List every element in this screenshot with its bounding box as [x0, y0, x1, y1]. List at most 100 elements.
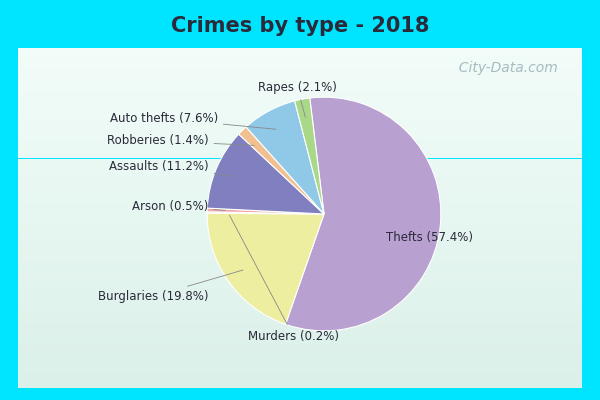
Bar: [18, 126, 582, 128]
Bar: [18, 101, 582, 102]
Bar: [18, 340, 582, 342]
Bar: [18, 135, 582, 136]
Bar: [18, 214, 582, 216]
Bar: [18, 371, 582, 373]
Bar: [18, 294, 582, 296]
Bar: [18, 264, 582, 266]
Bar: [18, 358, 582, 359]
Bar: [18, 373, 582, 374]
Bar: [18, 77, 582, 78]
Bar: [18, 82, 582, 84]
Bar: [18, 344, 582, 346]
Bar: [18, 53, 582, 55]
Text: Arson (0.5%): Arson (0.5%): [132, 200, 226, 212]
Bar: [18, 279, 582, 281]
Wedge shape: [295, 98, 324, 214]
Bar: [18, 291, 582, 293]
Bar: [18, 342, 582, 344]
Bar: [18, 121, 582, 123]
Bar: [18, 154, 582, 155]
Bar: [18, 182, 582, 184]
Bar: [18, 86, 582, 87]
Bar: [18, 123, 582, 124]
Bar: [18, 60, 582, 62]
Bar: [18, 63, 582, 65]
Bar: [18, 147, 582, 148]
Bar: [18, 290, 582, 291]
Bar: [18, 364, 582, 366]
Bar: [18, 72, 582, 74]
Bar: [18, 320, 582, 322]
Wedge shape: [239, 127, 324, 214]
Bar: [18, 226, 582, 228]
Bar: [18, 65, 582, 67]
Bar: [18, 206, 582, 208]
Bar: [18, 108, 582, 109]
Bar: [18, 349, 582, 350]
Bar: [18, 352, 582, 354]
Bar: [18, 228, 582, 230]
Bar: [18, 58, 582, 60]
Bar: [18, 271, 582, 272]
Wedge shape: [207, 212, 324, 214]
Bar: [18, 296, 582, 298]
Bar: [18, 194, 582, 196]
Text: Crimes by type - 2018: Crimes by type - 2018: [171, 16, 429, 36]
Bar: [18, 350, 582, 352]
Bar: [18, 368, 582, 369]
Bar: [18, 286, 582, 288]
Bar: [18, 172, 582, 174]
Bar: [18, 282, 582, 284]
Bar: [18, 339, 582, 340]
Bar: [18, 315, 582, 317]
Bar: [18, 308, 582, 310]
Bar: [18, 128, 582, 130]
Bar: [18, 192, 582, 194]
Bar: [18, 136, 582, 138]
Bar: [18, 99, 582, 101]
Bar: [18, 269, 582, 271]
Bar: [18, 96, 582, 97]
Bar: [18, 189, 582, 191]
Bar: [18, 74, 582, 75]
Bar: [18, 323, 582, 325]
Bar: [18, 380, 582, 381]
Bar: [18, 325, 582, 327]
Bar: [18, 362, 582, 364]
Bar: [18, 374, 582, 376]
Bar: [18, 220, 582, 222]
Bar: [18, 332, 582, 334]
Bar: [18, 50, 582, 51]
Bar: [18, 298, 582, 300]
Bar: [18, 300, 582, 301]
Bar: [18, 230, 582, 232]
Bar: [18, 143, 582, 145]
Bar: [18, 303, 582, 305]
Bar: [18, 250, 582, 252]
Bar: [18, 68, 582, 70]
Bar: [18, 184, 582, 186]
Bar: [18, 242, 582, 244]
Bar: [18, 196, 582, 198]
Bar: [18, 254, 582, 256]
Bar: [18, 240, 582, 242]
Bar: [18, 165, 582, 167]
Wedge shape: [207, 208, 324, 214]
Bar: [18, 233, 582, 235]
Bar: [18, 94, 582, 96]
Bar: [18, 259, 582, 260]
Bar: [18, 109, 582, 111]
Bar: [18, 150, 582, 152]
Bar: [18, 238, 582, 240]
Bar: [18, 278, 582, 279]
Bar: [18, 216, 582, 218]
Bar: [18, 208, 582, 210]
Bar: [18, 191, 582, 192]
Bar: [18, 378, 582, 380]
Text: Burglaries (19.8%): Burglaries (19.8%): [98, 270, 243, 303]
Bar: [18, 138, 582, 140]
Bar: [18, 158, 582, 160]
Bar: [18, 75, 582, 77]
Bar: [18, 284, 582, 286]
Bar: [18, 62, 582, 63]
